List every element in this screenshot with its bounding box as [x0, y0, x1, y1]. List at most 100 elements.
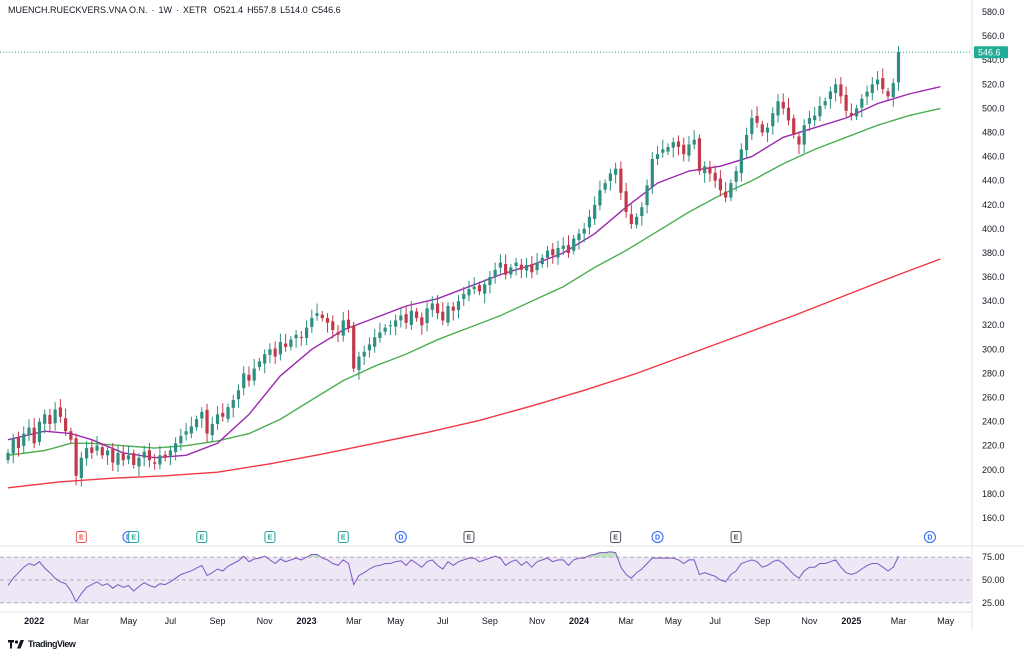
event-letter: E	[734, 535, 739, 542]
time-axis[interactable]: 2022 Mar May Jul Sep Nov 2023 Mar May Jul Sep Nov 20…	[0, 611, 972, 626]
candle	[566, 235, 571, 258]
candle-body	[676, 141, 681, 147]
price-tick-label: 180.0	[982, 489, 1005, 499]
last-price-label: 546.6	[978, 47, 1001, 57]
candlesticks	[6, 46, 901, 487]
candle-body	[435, 303, 440, 314]
candle	[32, 417, 36, 449]
time-tick-label: 2025	[841, 616, 861, 626]
candle-body	[807, 118, 812, 124]
candle-body	[802, 125, 806, 145]
candle	[158, 445, 162, 470]
candle-body	[786, 107, 791, 121]
chart-header: MUENCH.RUECKVERS.VNA O.N. · 1W · XETR O521.4…	[8, 5, 341, 15]
candle	[551, 243, 555, 264]
candle	[514, 257, 518, 276]
candle-body	[671, 142, 675, 148]
time-tick-label: May	[665, 616, 683, 626]
candle	[100, 443, 104, 459]
candle-body	[64, 418, 68, 432]
symbol-name[interactable]: MUENCH.RUECKVERS.VNA O.N.	[8, 5, 148, 15]
event-letter: D	[927, 535, 932, 542]
candle-body	[116, 452, 120, 465]
candle	[362, 345, 366, 365]
tradingview-footer[interactable]: TradingView	[8, 639, 76, 649]
price-axis[interactable]: 580.0 560.0 540.0 520.0 500.0 480.0 460.0 440.0…	[974, 7, 1008, 523]
candle-body	[865, 91, 869, 97]
candle-body	[514, 262, 518, 266]
candle-body	[750, 118, 754, 135]
candle-body	[100, 447, 104, 456]
candle	[498, 254, 502, 274]
candle	[357, 351, 361, 380]
candle	[263, 349, 267, 374]
candle-body	[524, 265, 529, 271]
candle	[399, 308, 403, 328]
candle-body	[409, 310, 413, 325]
price-tick-label: 160.0	[982, 513, 1005, 523]
candle-body	[619, 168, 623, 193]
candle-body	[111, 449, 115, 463]
price-tick-label: 560.0	[982, 31, 1005, 41]
candle-body	[430, 303, 434, 310]
candle	[556, 240, 560, 265]
candle-body	[692, 139, 696, 145]
candle-body	[755, 115, 759, 123]
price-tick-label: 500.0	[982, 103, 1005, 113]
candle	[561, 237, 565, 255]
earnings-marker-shape	[610, 531, 622, 543]
candle-body	[566, 245, 571, 253]
candle-body	[357, 356, 361, 371]
candle	[572, 234, 576, 255]
candle-body	[530, 264, 534, 273]
interval-label[interactable]: 1W	[158, 5, 173, 15]
time-tick-label: 2023	[297, 616, 317, 626]
candle	[64, 408, 68, 437]
candle	[446, 302, 450, 327]
candle	[430, 296, 434, 318]
candle	[870, 77, 874, 101]
time-tick-label: Sep	[210, 616, 226, 626]
candle	[16, 431, 21, 457]
candle	[53, 402, 57, 431]
candle-body	[325, 318, 330, 323]
candle-body	[210, 424, 214, 436]
candle	[456, 295, 461, 319]
candle-body	[493, 269, 497, 277]
time-tick-label: Jul	[165, 616, 177, 626]
candle-body	[48, 415, 52, 424]
candle	[807, 110, 812, 132]
candle-body	[582, 228, 586, 234]
earnings-marker: E	[463, 531, 475, 543]
candle	[760, 120, 764, 137]
candle	[315, 303, 319, 321]
ma-long-line	[7, 258, 941, 489]
last-price-badge	[974, 46, 1008, 59]
dividend-marker: D	[394, 531, 407, 543]
candle-body	[854, 108, 859, 117]
candle-body	[22, 433, 26, 446]
candle	[896, 46, 901, 91]
candle-body	[813, 115, 817, 121]
candle	[48, 409, 52, 433]
rsi-level-label: 25.00	[982, 598, 1005, 608]
candle-body	[629, 214, 633, 225]
candle-body	[399, 315, 403, 321]
tradingview-logo-icon	[8, 639, 24, 648]
candle	[352, 321, 356, 373]
candle-body	[53, 409, 57, 424]
candle-body	[383, 327, 387, 332]
candle	[394, 314, 398, 336]
candle	[813, 107, 817, 127]
candle-body	[147, 450, 152, 461]
candle-body	[58, 407, 62, 417]
event-letter: D	[398, 535, 403, 542]
candle-body	[441, 311, 445, 321]
candle	[373, 328, 377, 353]
candle-body	[849, 112, 853, 116]
candle-body	[320, 314, 324, 318]
candle	[744, 127, 749, 158]
candle-body	[844, 94, 848, 111]
time-tick-label: Sep	[482, 616, 498, 626]
